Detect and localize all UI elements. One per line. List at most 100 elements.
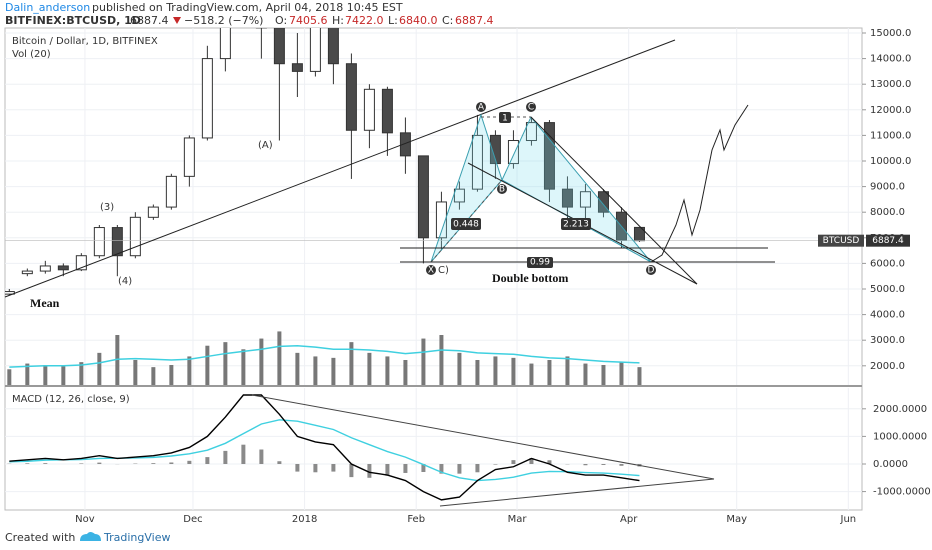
point-c: [526, 102, 536, 112]
annotation: D: [648, 266, 655, 276]
candle-body: [417, 155, 429, 239]
point-a: [476, 102, 486, 112]
volume-bar: [259, 338, 264, 385]
volume-bar: [25, 363, 30, 385]
histogram-bar: [475, 463, 480, 473]
candle-body: [5, 291, 15, 295]
annotation: Mean: [30, 296, 60, 310]
histogram-bar: [529, 458, 534, 464]
volume-bar: [457, 352, 462, 385]
point-b: [497, 184, 507, 194]
candle-body: [147, 206, 159, 218]
ratio-box: [561, 218, 591, 230]
volume-bar: [475, 360, 480, 385]
histogram-bar: [385, 463, 390, 476]
ratio-box: [527, 257, 553, 268]
histogram-bar: [151, 463, 156, 464]
histogram-bar: [241, 444, 246, 464]
candle-body: [201, 58, 213, 139]
volume-ma: [9, 344, 640, 368]
histogram-bar: [403, 463, 408, 473]
annotation: 2.213: [563, 220, 589, 230]
annotation: 0.99: [530, 258, 550, 268]
histogram-bar: [223, 450, 228, 464]
annotation: (3): [100, 202, 114, 213]
volume-bar: [421, 338, 426, 385]
histogram-bar: [601, 463, 606, 465]
annotation: 1: [502, 114, 508, 124]
candle-body: [165, 175, 177, 208]
annotation: (4): [118, 276, 132, 287]
candle-body: [435, 201, 447, 239]
change: −518.2 (−7%): [184, 14, 263, 27]
down-arrow: [173, 17, 181, 24]
y-tick-label: 6000.0: [870, 258, 905, 269]
symbol-box: [818, 234, 864, 247]
candle-body: [183, 137, 195, 177]
brand[interactable]: TradingView: [103, 531, 170, 544]
candle-body: [21, 270, 33, 275]
x-tick-label: Dec: [183, 514, 202, 525]
annotation: B: [499, 185, 505, 195]
x-tick-label: Mar: [508, 514, 528, 525]
volume-bar: [169, 365, 174, 385]
candle-body: [57, 265, 69, 271]
wedge-upper: [530, 116, 698, 285]
volume-bar: [277, 331, 282, 385]
ratio-box: [451, 218, 481, 230]
candle-body: [273, 28, 285, 65]
volume-bar: [349, 342, 354, 385]
c: 6887.4: [455, 14, 494, 27]
symbol-label: BTCUSD: [823, 236, 860, 246]
candle-body: [507, 140, 519, 165]
candle-body: [471, 134, 483, 190]
histogram-bar: [169, 462, 174, 464]
volume-bar: [205, 345, 210, 385]
volume-bar: [43, 365, 48, 385]
y-tick-label: 14000.0: [870, 54, 911, 65]
volume-bar: [637, 367, 642, 385]
histogram-bar: [313, 463, 318, 473]
volume-bar: [619, 362, 624, 385]
histogram-bar: [493, 463, 498, 465]
candle-body: [525, 122, 537, 142]
frame: [4, 27, 863, 511]
y-tick-label: 12000.0: [870, 105, 911, 116]
candle-body: [543, 122, 555, 190]
volume-bar: [529, 363, 534, 385]
histogram-bar: [205, 457, 210, 464]
point-d: [646, 265, 656, 275]
histogram-bar: [439, 463, 444, 474]
candle-body: [453, 188, 465, 203]
candle-body: [489, 134, 501, 165]
annotation: C: [528, 103, 534, 113]
volume-bar: [331, 357, 336, 385]
histogram-bar: [295, 463, 300, 472]
volume-bar: [133, 360, 138, 385]
h: 7422.0: [345, 14, 384, 27]
y-tick-label: 15000.0: [870, 28, 911, 39]
annotation: 0.448: [453, 220, 479, 230]
histogram-bar: [367, 463, 372, 478]
annotation: C): [438, 265, 449, 276]
published: published on TradingView.com, April 04, …: [92, 1, 403, 14]
x-tick-label: May: [726, 514, 747, 525]
candle-body: [219, 28, 231, 60]
histogram-bar: [187, 460, 192, 464]
y-tick-label: -1000.0000: [873, 487, 931, 498]
chart-title: Bitcoin / Dollar, 1D, BITFINEX: [12, 36, 158, 47]
volume-bar: [565, 356, 570, 385]
y-tick-label: 13000.0: [870, 79, 911, 90]
candle-body: [381, 88, 393, 134]
signal-line: [9, 419, 640, 482]
volume-bar: [151, 367, 156, 385]
author[interactable]: Dalin_anderson: [5, 1, 90, 14]
candle-body: [363, 88, 375, 131]
volume-bar: [601, 365, 606, 385]
volume-bar: [7, 369, 12, 385]
annotation: A: [478, 103, 485, 113]
y-tick-label: 3000.0: [870, 335, 905, 346]
volume-bar: [439, 335, 444, 385]
candle-body: [399, 132, 411, 157]
volume-bar: [187, 356, 192, 385]
